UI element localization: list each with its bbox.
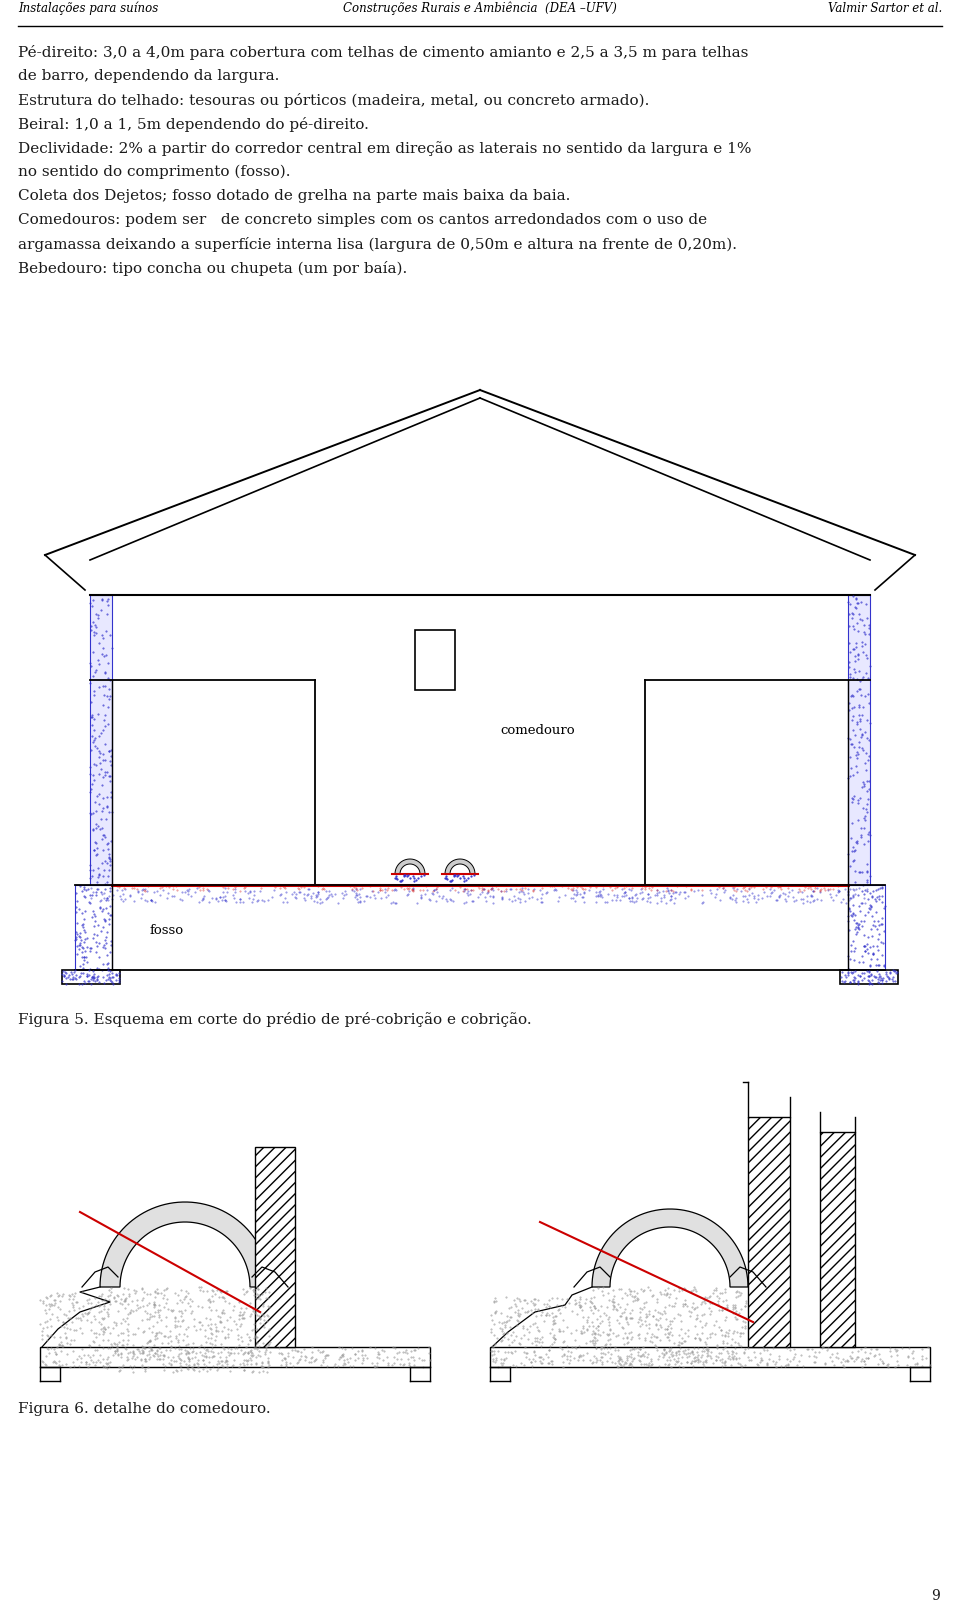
Bar <box>415 631 455 690</box>
Bar <box>848 595 870 886</box>
Text: no sentido do comprimento (fosso).: no sentido do comprimento (fosso). <box>18 165 291 179</box>
Bar <box>75 886 112 969</box>
Bar <box>62 969 120 984</box>
Text: Coleta dos Dejetos; fosso dotado de grelha na parte mais baixa da baia.: Coleta dos Dejetos; fosso dotado de grel… <box>18 189 570 203</box>
Bar <box>255 1147 295 1347</box>
Text: fosso: fosso <box>150 924 184 937</box>
Text: Comedouros: podem ser   de concreto simples com os cantos arredondados com o uso: Comedouros: podem ser de concreto simple… <box>18 213 708 227</box>
Text: Beiral: 1,0 a 1, 5m dependendo do pé-direito.: Beiral: 1,0 a 1, 5m dependendo do pé-dir… <box>18 118 369 132</box>
Text: argamassa deixando a superfície interna lisa (largura de 0,50m e altura na frent: argamassa deixando a superfície interna … <box>18 237 737 252</box>
Polygon shape <box>100 1202 270 1287</box>
Text: Figura 6. detalhe do comedouro.: Figura 6. detalhe do comedouro. <box>18 1402 271 1416</box>
Bar <box>490 1347 930 1366</box>
Bar <box>40 1347 430 1366</box>
Text: Bebedouro: tipo concha ou chupeta (um por baía).: Bebedouro: tipo concha ou chupeta (um po… <box>18 261 407 276</box>
Bar <box>820 1132 855 1347</box>
Bar <box>90 595 112 886</box>
Text: Figura 5. Esquema em corte do prédio de pré-cobrição e cobrição.: Figura 5. Esquema em corte do prédio de … <box>18 1011 532 1027</box>
Text: de barro, dependendo da largura.: de barro, dependendo da largura. <box>18 69 279 82</box>
Text: Pé-direito: 3,0 a 4,0m para cobertura com telhas de cimento amianto e 2,5 a 3,5 : Pé-direito: 3,0 a 4,0m para cobertura co… <box>18 45 749 60</box>
Bar <box>748 1116 790 1347</box>
Bar <box>840 969 898 984</box>
Polygon shape <box>445 860 475 874</box>
Text: Declividade: 2% a partir do corredor central em direção as laterais no sentido d: Declividade: 2% a partir do corredor cen… <box>18 140 752 156</box>
Polygon shape <box>395 860 425 874</box>
Text: Instalações para suínos: Instalações para suínos <box>18 2 158 15</box>
Text: Construções Rurais e Ambiência  (DEA –UFV): Construções Rurais e Ambiência (DEA –UFV… <box>343 2 617 15</box>
Text: 9: 9 <box>931 1589 940 1603</box>
Polygon shape <box>592 1210 748 1287</box>
Text: Estrutura do telhado: tesouras ou pórticos (madeira, metal, ou concreto armado).: Estrutura do telhado: tesouras ou pórtic… <box>18 94 649 108</box>
Bar <box>848 886 885 969</box>
Text: comedouro: comedouro <box>500 724 575 737</box>
Text: Valmir Sartor et al.: Valmir Sartor et al. <box>828 2 942 15</box>
